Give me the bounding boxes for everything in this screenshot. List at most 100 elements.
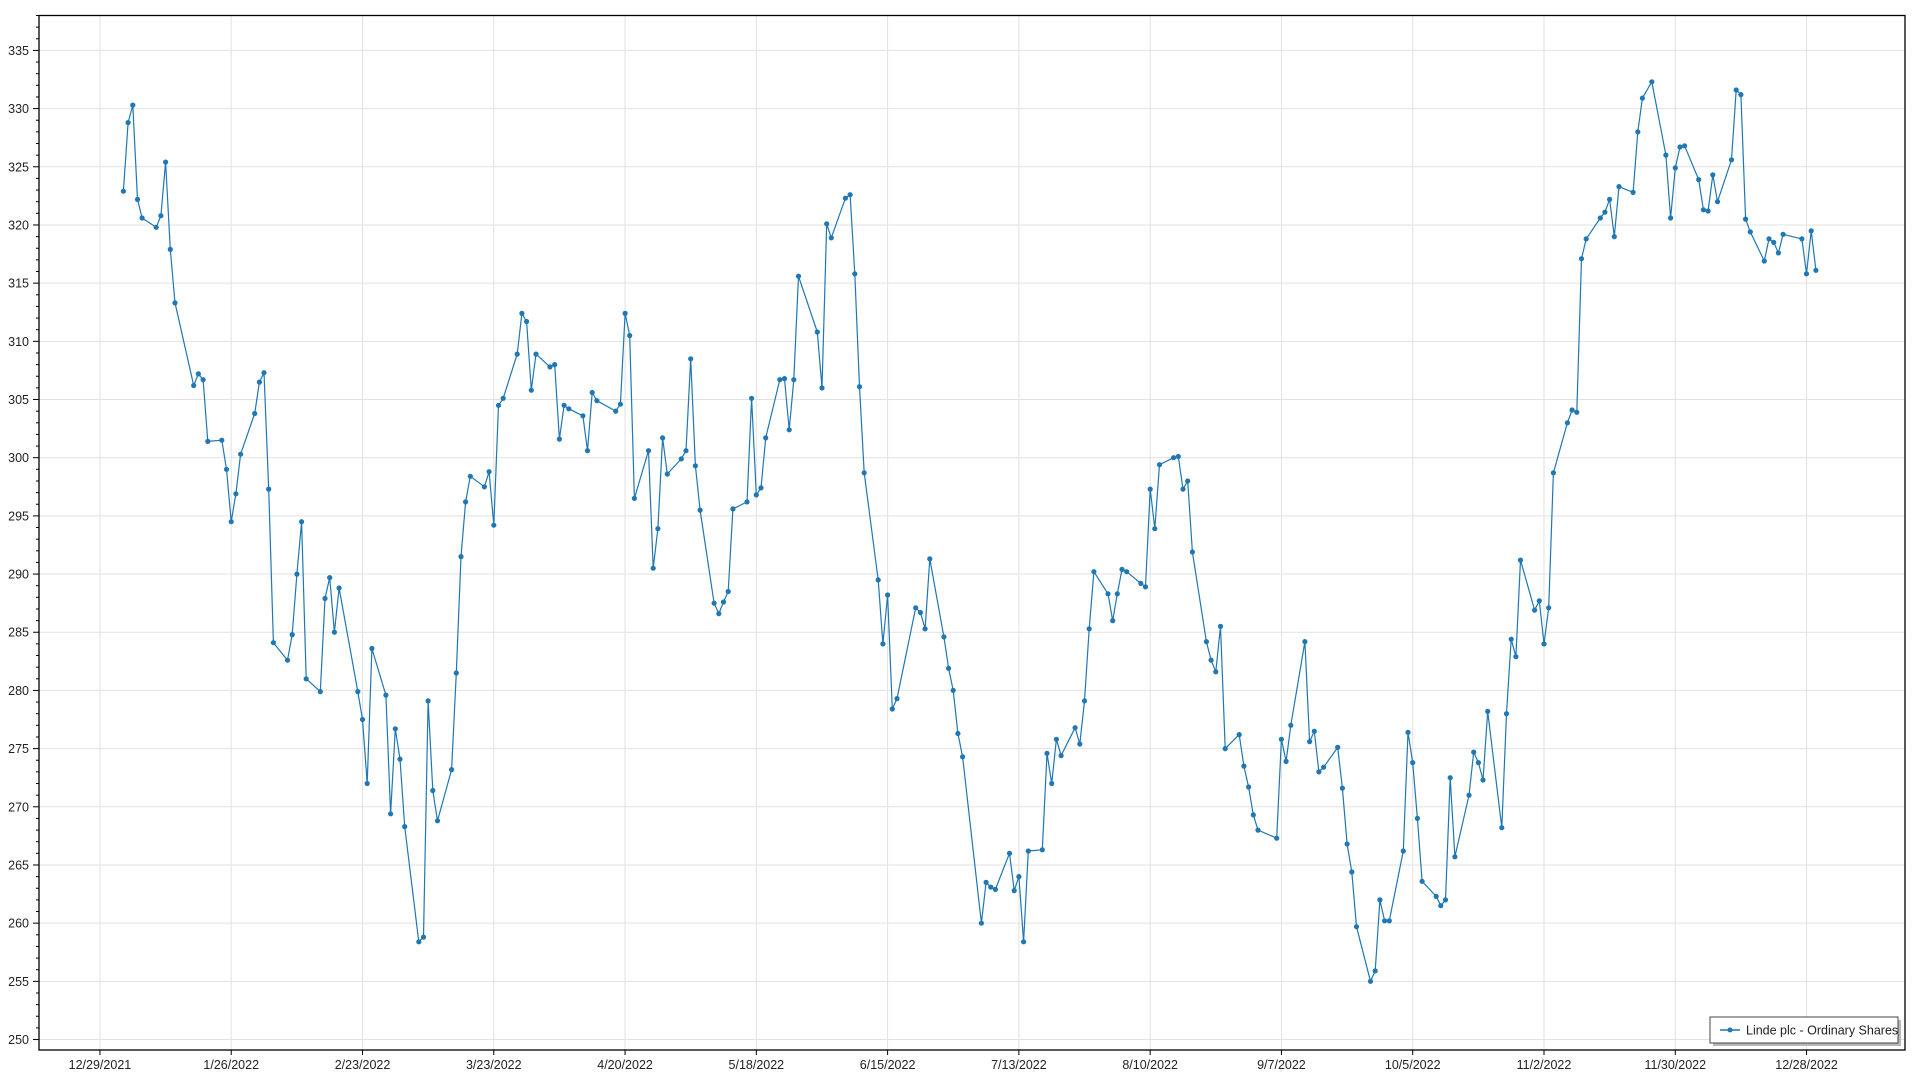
data-point: [1438, 903, 1444, 909]
data-point: [134, 196, 141, 202]
data-point: [1799, 236, 1805, 242]
data-point: [566, 406, 572, 412]
data-point: [1208, 657, 1214, 663]
data-point: [547, 364, 553, 370]
x-tick-label: 12/28/2022: [1775, 1058, 1838, 1072]
data-point: [1452, 854, 1458, 860]
data-point: [847, 192, 853, 198]
x-tick-label: 9/7/2022: [1257, 1058, 1306, 1072]
data-point: [1475, 760, 1481, 766]
data-point: [1410, 760, 1416, 766]
data-point: [120, 188, 126, 194]
data-point: [992, 886, 999, 893]
data-point: [678, 456, 684, 462]
data-point: [528, 387, 534, 393]
data-point: [1414, 815, 1420, 822]
data-point: [697, 507, 703, 513]
data-point: [556, 436, 563, 442]
data-point: [1250, 812, 1256, 818]
data-point: [885, 592, 891, 598]
data-point: [725, 588, 731, 595]
data-point: [613, 408, 619, 414]
data-point: [1471, 749, 1477, 755]
y-tick-label: 285: [8, 626, 29, 640]
data-point: [1119, 566, 1125, 573]
data-point: [1302, 639, 1308, 645]
data-point: [1747, 229, 1753, 235]
data-point: [303, 676, 309, 682]
legend-marker-swatch: [1727, 1027, 1733, 1033]
x-tick-label: 8/10/2022: [1122, 1058, 1178, 1072]
data-point: [1255, 827, 1261, 833]
data-point: [1180, 486, 1186, 492]
data-point: [861, 470, 867, 476]
series-line: [122, 81, 1817, 982]
data-point: [1321, 764, 1327, 770]
legend-box: [1709, 1016, 1899, 1044]
data-point: [402, 824, 408, 830]
data-point: [1738, 92, 1744, 98]
data-point: [1241, 763, 1247, 769]
data-point: [322, 595, 328, 602]
data-point: [753, 492, 759, 498]
data-point: [1517, 557, 1524, 563]
data-point: [1532, 607, 1538, 613]
data-point: [1442, 897, 1449, 903]
data-point: [1808, 228, 1814, 234]
x-tick-label: 5/18/2022: [729, 1058, 785, 1072]
data-point: [1583, 236, 1589, 242]
data-point: [125, 120, 131, 126]
data-point: [1353, 924, 1360, 930]
data-point: [336, 585, 342, 591]
data-point: [223, 466, 230, 472]
data-point: [1086, 626, 1092, 632]
legend-label: Linde plc - Ordinary Shares: [1746, 1024, 1898, 1038]
data-point: [814, 329, 820, 335]
data-point: [1344, 841, 1350, 847]
y-tick-label: 310: [8, 335, 29, 349]
data-point: [266, 486, 272, 492]
data-point: [1213, 669, 1219, 675]
data-point: [228, 519, 234, 525]
data-point: [960, 754, 966, 760]
data-point: [1349, 869, 1355, 875]
data-point: [716, 611, 722, 617]
data-point: [163, 159, 169, 165]
data-point: [1602, 209, 1608, 215]
data-point: [1574, 409, 1580, 415]
data-point: [688, 356, 694, 362]
x-tick-label: 3/23/2022: [466, 1058, 522, 1072]
data-point: [1307, 739, 1313, 745]
data-point: [533, 351, 539, 357]
y-tick-label: 265: [8, 858, 29, 872]
data-point: [1714, 199, 1721, 205]
data-point: [819, 385, 825, 391]
data-point: [763, 435, 769, 441]
data-point: [594, 398, 600, 404]
data-point: [660, 435, 666, 441]
y-tick-label: 335: [8, 44, 29, 58]
data-point: [1189, 549, 1195, 555]
data-point: [1367, 978, 1374, 984]
data-point: [1114, 591, 1120, 597]
data-point: [420, 934, 427, 940]
data-point: [664, 471, 670, 477]
data-point: [467, 473, 473, 479]
data-point: [791, 377, 797, 383]
data-point: [514, 351, 520, 357]
data-point: [238, 451, 244, 457]
data-point: [453, 670, 459, 676]
data-point: [1447, 775, 1453, 781]
data-point: [856, 384, 863, 390]
data-point: [1569, 407, 1575, 413]
data-point: [1485, 708, 1491, 715]
data-point: [1672, 165, 1678, 171]
legend[interactable]: Linde plc - Ordinary Shares: [1709, 1016, 1901, 1046]
data-point: [1728, 157, 1735, 163]
y-tick-label: 295: [8, 509, 29, 523]
data-point: [1316, 769, 1322, 775]
data-point: [1771, 239, 1777, 245]
data-point: [1058, 753, 1064, 759]
data-point: [1400, 848, 1406, 854]
data-point: [383, 692, 389, 698]
